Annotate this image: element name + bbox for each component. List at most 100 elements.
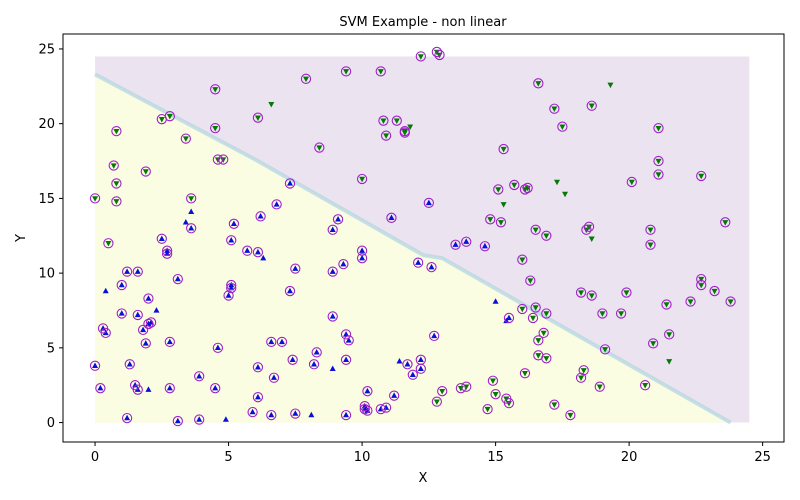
support-vector-marker bbox=[356, 253, 368, 264]
class-b-point bbox=[521, 371, 528, 377]
support-vector-marker bbox=[156, 233, 167, 244]
class-a-point bbox=[463, 238, 470, 244]
support-vector-marker bbox=[121, 266, 133, 277]
support-vector-marker bbox=[308, 359, 320, 370]
class-a-point bbox=[257, 213, 264, 219]
x-tick-label: 10 bbox=[354, 450, 371, 465]
support-vector-marker bbox=[380, 130, 392, 141]
class-b-point bbox=[497, 220, 504, 226]
support-vector-marker bbox=[212, 342, 224, 353]
support-vector-marker bbox=[525, 275, 536, 286]
support-vector-marker bbox=[132, 266, 143, 277]
class-a-point bbox=[97, 384, 104, 391]
class-a-point bbox=[343, 331, 350, 337]
support-vector-marker bbox=[407, 369, 418, 380]
support-vector-marker bbox=[340, 409, 352, 421]
class-a-point bbox=[124, 268, 131, 274]
support-vector-marker bbox=[343, 335, 354, 346]
support-vector-marker bbox=[340, 354, 352, 365]
support-vector-marker bbox=[287, 354, 298, 365]
support-vector-marker bbox=[615, 308, 627, 319]
class-b-point bbox=[380, 118, 387, 124]
class-b-point bbox=[543, 233, 550, 240]
support-vector-marker bbox=[487, 375, 499, 386]
y-tick-label: 20 bbox=[38, 117, 55, 132]
class-a-point bbox=[196, 416, 203, 422]
support-vector-marker bbox=[503, 312, 515, 324]
class-b-point bbox=[551, 402, 558, 408]
class-b-point bbox=[623, 290, 630, 296]
support-vector-marker bbox=[386, 212, 397, 223]
support-vector-marker bbox=[145, 317, 157, 328]
y-axis-ticks: 0 5 10 15 20 25 bbox=[38, 42, 63, 431]
x-axis-ticks: 0 5 10 15 20 25 bbox=[91, 442, 771, 465]
class-b-point bbox=[532, 227, 539, 234]
support-vector-marker bbox=[621, 287, 632, 298]
support-vector-marker bbox=[575, 372, 587, 383]
class-a-point bbox=[164, 247, 171, 253]
decision-region-lower bbox=[95, 74, 731, 423]
class-b-point bbox=[343, 69, 350, 75]
support-vector-marker bbox=[519, 184, 531, 195]
support-vector-marker bbox=[380, 402, 392, 413]
support-vector-marker bbox=[541, 230, 552, 241]
support-vector-marker bbox=[284, 178, 296, 189]
support-vector-marker bbox=[375, 66, 386, 77]
class-a-point bbox=[153, 307, 160, 313]
class-a-point bbox=[196, 372, 203, 379]
class-b-point bbox=[212, 125, 219, 132]
y-tick-label: 0 bbox=[47, 416, 55, 431]
class-a-point bbox=[329, 268, 336, 274]
support-vector-marker bbox=[586, 100, 597, 111]
chart-title: SVM Example - non linear bbox=[339, 15, 507, 30]
support-vector-marker bbox=[498, 143, 509, 155]
class-a-point bbox=[166, 384, 173, 391]
class-a-point bbox=[124, 414, 131, 421]
class-a-point bbox=[230, 220, 237, 227]
class-a-point bbox=[268, 338, 275, 345]
class-a-point bbox=[134, 268, 141, 274]
class-b-point bbox=[268, 102, 275, 108]
class-a-point bbox=[359, 254, 366, 261]
support-vector-marker bbox=[594, 381, 605, 392]
class-a-point bbox=[212, 384, 219, 391]
support-vector-marker bbox=[172, 273, 183, 285]
class-a-point bbox=[270, 374, 277, 380]
class-b-point bbox=[142, 169, 149, 175]
class-b-point bbox=[596, 384, 603, 391]
class-b-point bbox=[505, 400, 512, 407]
support-vector-marker bbox=[503, 397, 515, 409]
support-vector-marker bbox=[725, 296, 736, 307]
support-vector-marker bbox=[583, 221, 595, 232]
class-b-point bbox=[487, 217, 494, 223]
class-b-point bbox=[559, 124, 566, 130]
class-b-point bbox=[650, 341, 657, 347]
support-vector-marker bbox=[639, 380, 651, 391]
support-vector-marker bbox=[378, 115, 389, 126]
class-a-point bbox=[329, 226, 336, 232]
y-tick-label: 15 bbox=[38, 192, 55, 207]
support-vector-marker bbox=[164, 111, 175, 122]
support-vector-marker bbox=[103, 238, 114, 249]
support-vector-marker bbox=[89, 360, 101, 371]
support-vector-marker bbox=[653, 155, 664, 167]
y-axis-label: Y bbox=[14, 234, 29, 243]
class-a-point bbox=[329, 365, 336, 371]
class-b-point bbox=[457, 385, 464, 392]
class-b-point bbox=[535, 353, 542, 359]
class-a-point bbox=[244, 247, 251, 253]
class-b-point bbox=[113, 181, 120, 187]
support-vector-marker bbox=[226, 279, 237, 291]
class-a-point bbox=[292, 410, 299, 416]
class-a-point bbox=[340, 260, 347, 267]
class-b-point bbox=[212, 87, 219, 93]
class-b-point bbox=[527, 278, 534, 284]
support-vector-marker bbox=[314, 142, 325, 153]
support-vector-marker bbox=[429, 330, 440, 342]
class-b-point bbox=[433, 49, 440, 56]
class-b-point bbox=[500, 146, 507, 153]
class-a-point bbox=[391, 392, 398, 398]
support-vector-marker bbox=[284, 285, 296, 297]
class-b-point bbox=[543, 356, 550, 362]
class-b-point bbox=[532, 305, 539, 311]
